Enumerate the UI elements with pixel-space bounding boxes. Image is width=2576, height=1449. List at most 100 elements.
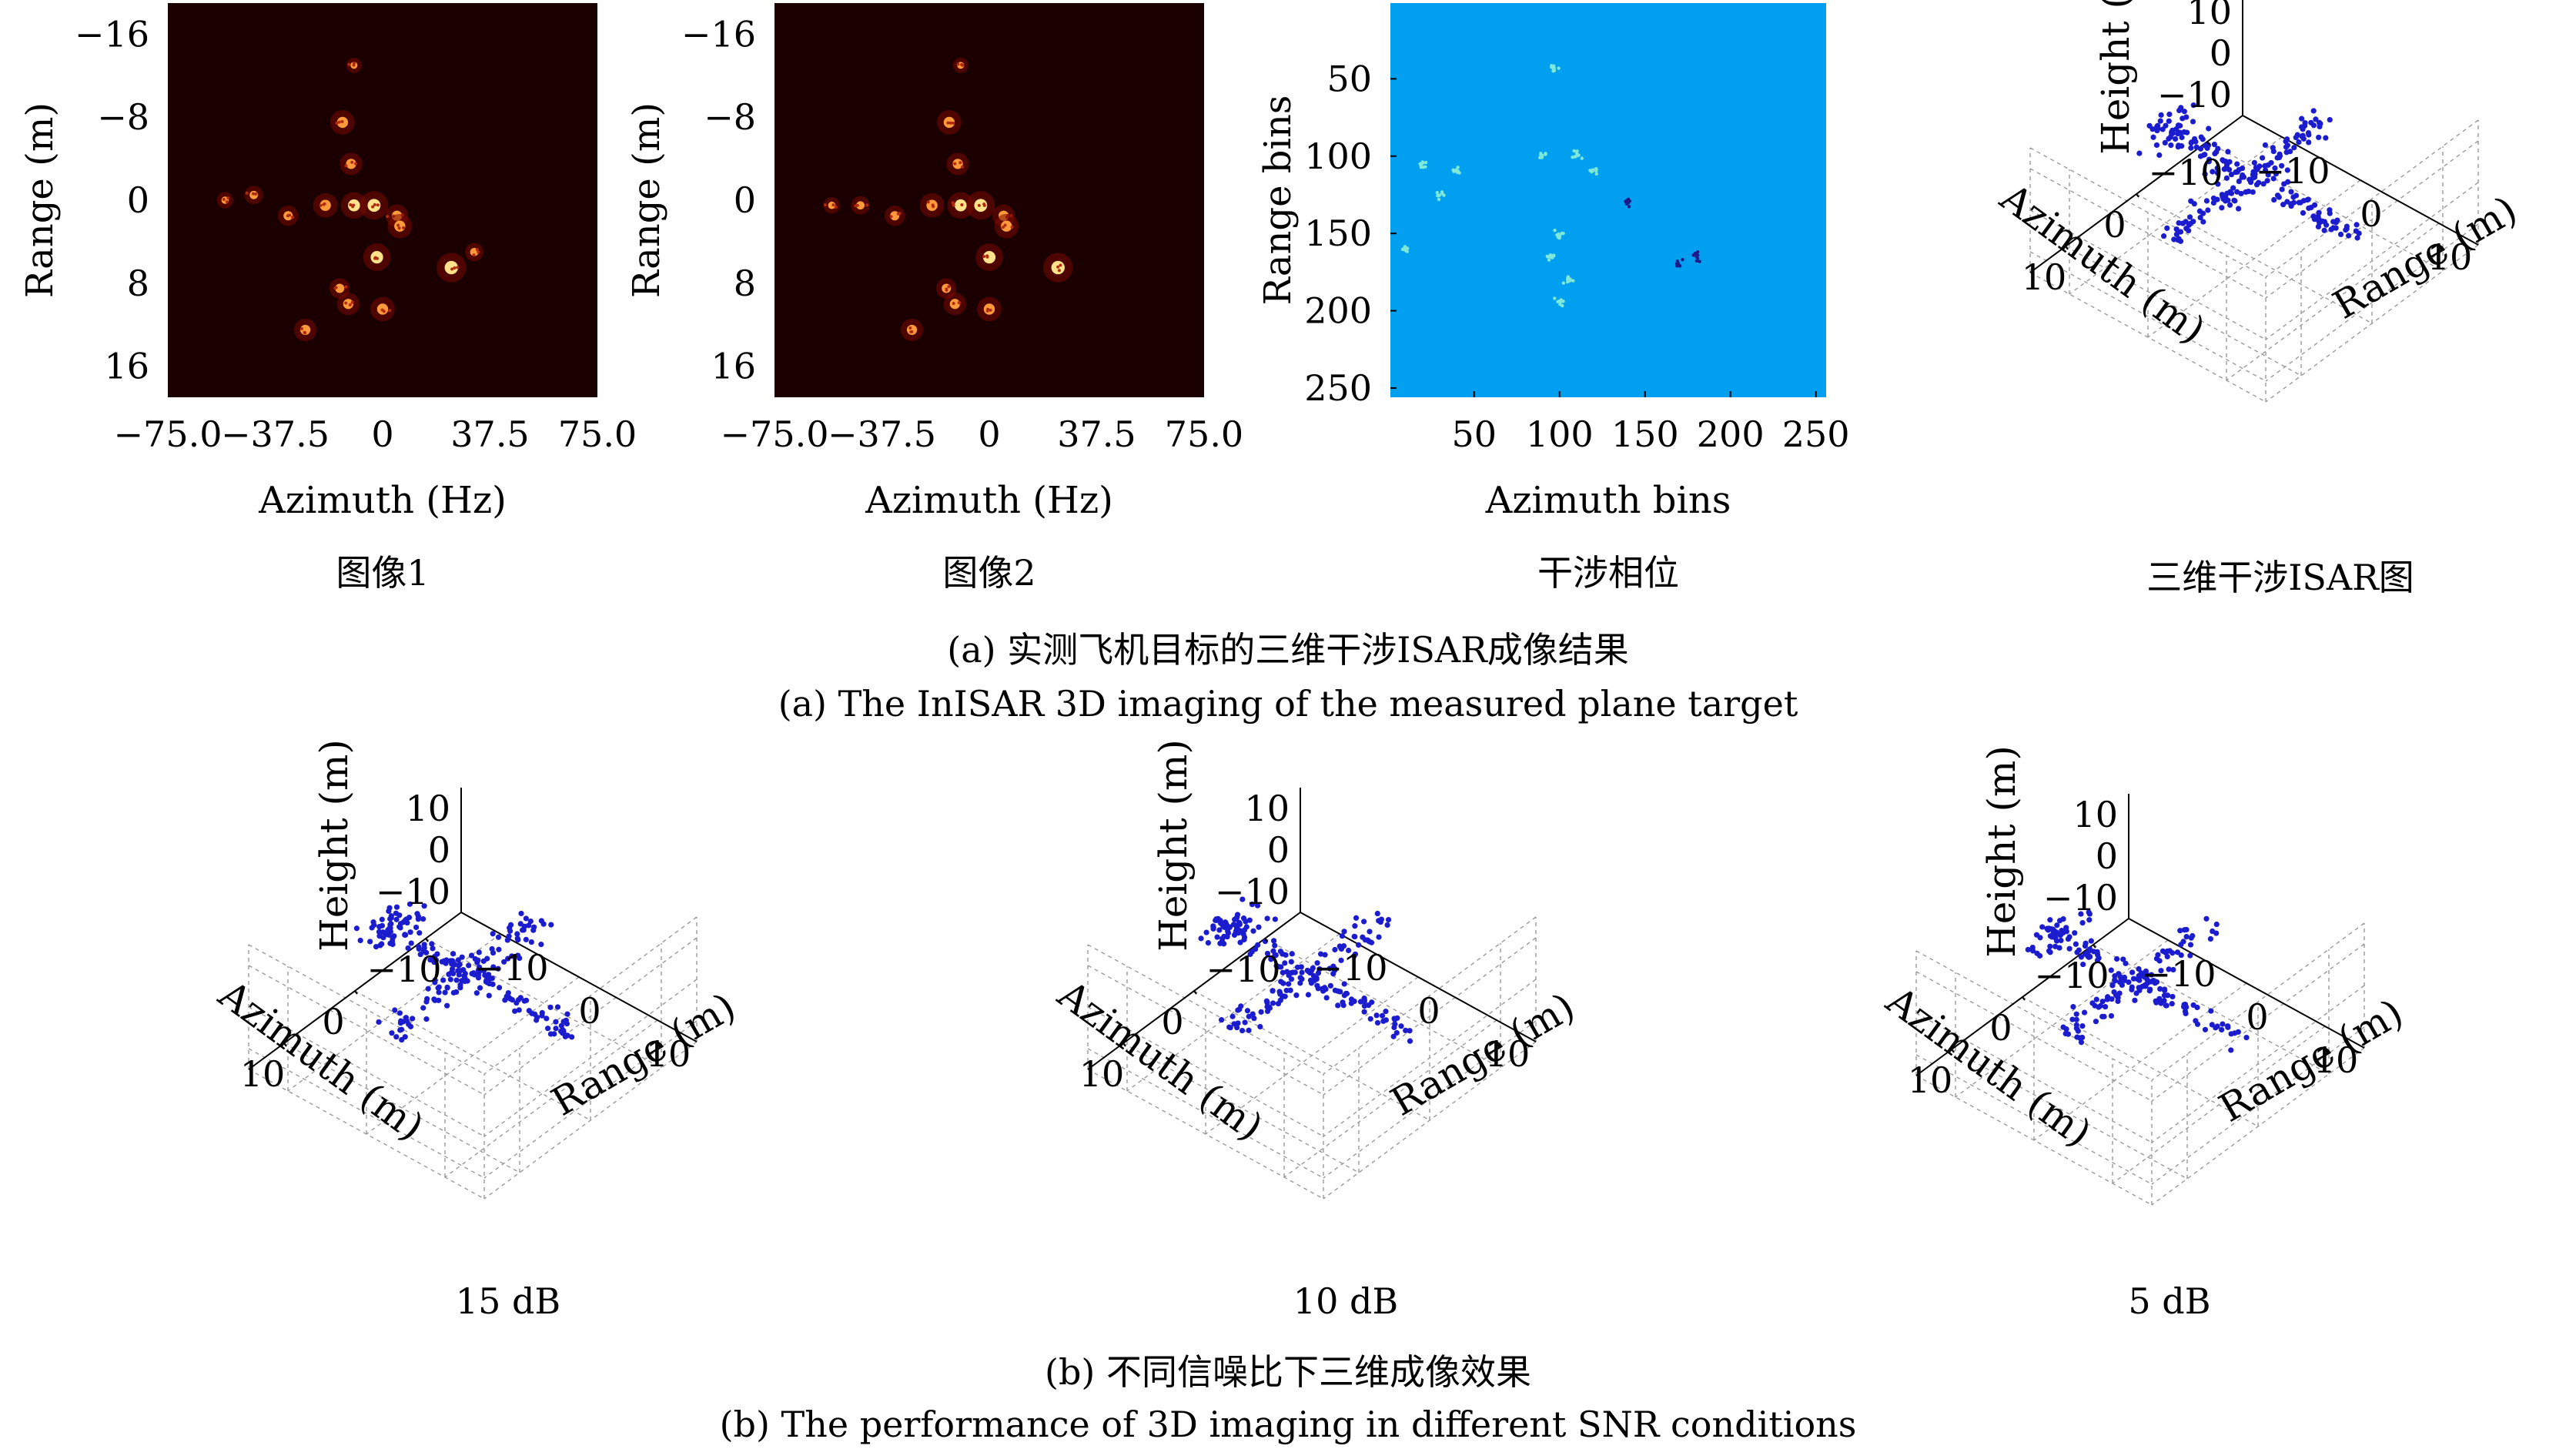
data-point (2300, 209, 2307, 216)
data-point (397, 925, 403, 931)
data-point (486, 992, 492, 999)
box-edge (1915, 950, 2153, 1081)
data-point (2079, 1023, 2086, 1029)
data-point (2209, 1022, 2215, 1028)
data-point (2271, 196, 2277, 203)
data-point (2136, 987, 2143, 993)
subcaption: 10 dB (1293, 1280, 1398, 1322)
data-point (1305, 969, 1312, 975)
data-point (1283, 952, 1289, 958)
scatterer-speckle (946, 121, 950, 125)
data-point (353, 925, 360, 932)
wall-grid-line (1915, 1054, 2153, 1185)
data-point (2200, 219, 2206, 225)
data-point (2187, 942, 2194, 948)
subcaption: 5 dB (2128, 1280, 2210, 1322)
data-point (2260, 155, 2266, 161)
data-point (2120, 956, 2126, 962)
data-point (1264, 950, 1271, 957)
data-point (2076, 1035, 2083, 1041)
scatterer-speckle (1056, 265, 1060, 269)
data-point (2225, 149, 2231, 155)
data-point (1288, 959, 1294, 965)
phase-speckle (1435, 190, 1439, 195)
x-tick-label: 0 (1161, 1001, 1183, 1042)
data-point (2109, 982, 2116, 988)
data-point (1240, 915, 1247, 922)
scatterer-speckle (960, 62, 964, 66)
data-point (420, 949, 427, 955)
data-point (416, 944, 422, 950)
data-point (2207, 935, 2213, 942)
data-point (442, 989, 448, 996)
x-tick-label: −75.0 (721, 413, 829, 455)
data-point (516, 1007, 522, 1013)
data-point (389, 1030, 395, 1036)
data-point (2327, 116, 2333, 123)
data-point (1310, 965, 1316, 972)
scatterer-speckle (958, 301, 962, 305)
data-point (2270, 145, 2276, 151)
data-point (440, 977, 447, 983)
y-tick-label: 10 (2427, 236, 2473, 278)
data-point (1275, 963, 1282, 970)
data-point (2184, 129, 2190, 136)
phase-speckle (1625, 198, 1630, 202)
data-point (1264, 1008, 1271, 1015)
scatterer-speckle (344, 301, 348, 305)
data-point (2198, 134, 2204, 140)
data-point (2154, 123, 2160, 129)
box-edge (1323, 1041, 1537, 1200)
data-point (2321, 219, 2327, 225)
z-tick-label: 0 (428, 829, 450, 871)
z-tick-label: −10 (1215, 871, 1290, 912)
x-tick-label: 0 (978, 413, 1000, 455)
scatterer-speckle (947, 285, 951, 289)
scatterer-speckle (286, 214, 289, 218)
data-point (383, 931, 390, 937)
data-point (397, 921, 404, 927)
data-point (2156, 958, 2163, 964)
data-point (2208, 1008, 2214, 1014)
scatterer-point (394, 220, 406, 232)
data-point (2215, 181, 2221, 187)
scatterer-speckle (977, 203, 981, 207)
data-point (475, 975, 482, 981)
data-point (1339, 933, 1346, 939)
scatterer-point (444, 260, 458, 275)
data-point (1250, 1011, 1256, 1017)
data-point (2203, 198, 2210, 204)
data-point (2135, 976, 2141, 982)
wall-grid-line (2265, 140, 2479, 299)
data-point (2057, 932, 2063, 939)
data-point (455, 957, 461, 963)
data-point (2317, 121, 2323, 127)
data-point (1385, 916, 1392, 923)
figure-captions: (a) 实测飞机目标的三维干涉ISAR成像结果 (a) The InISAR 3… (720, 629, 1857, 1445)
data-point (539, 1009, 545, 1016)
y-tick-label: −16 (75, 13, 149, 55)
data-point (2170, 993, 2176, 1000)
data-point (2149, 126, 2156, 132)
scatterer-speckle (985, 309, 989, 313)
data-point (2279, 162, 2285, 169)
data-point (1315, 970, 1322, 976)
data-point (505, 955, 511, 962)
scatterer-speckle (952, 302, 955, 306)
box-edge (1323, 916, 1537, 1075)
data-point (2212, 150, 2218, 157)
phase-speckle (1573, 155, 1577, 159)
scatterer-speckle (352, 63, 356, 67)
scatterer-speckle (1057, 269, 1061, 273)
data-point (1270, 1000, 1276, 1006)
phase-speckle (1575, 149, 1579, 153)
data-point (1234, 912, 1241, 918)
data-point (554, 1004, 561, 1010)
data-point (2176, 142, 2182, 149)
data-point (2228, 1031, 2234, 1037)
scatterer-speckle (303, 331, 307, 335)
data-point (2194, 1004, 2200, 1011)
data-point (1327, 982, 1333, 989)
wall-grid-line (1323, 937, 1537, 1096)
data-point (430, 945, 436, 952)
